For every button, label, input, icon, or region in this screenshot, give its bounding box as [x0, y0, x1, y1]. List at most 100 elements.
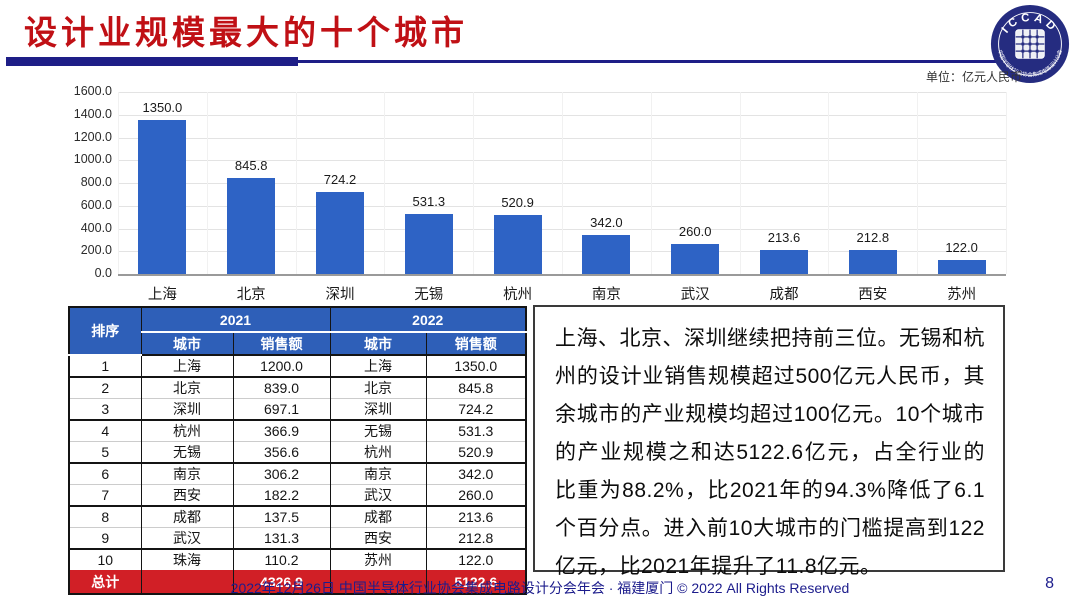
- chart-bar: [760, 249, 808, 274]
- bar-value-label: 724.2: [323, 171, 357, 187]
- table-row: 2 北京 839.0 北京 845.8: [68, 376, 527, 399]
- table-cell: 213.6: [425, 505, 527, 528]
- chart-bar: [671, 244, 720, 274]
- iccad-logo-icon: ICCAD 中国半导体行业协会集成电路设计分会: [990, 4, 1070, 84]
- table-total-row: 总计 4326.9 5122.6: [68, 570, 527, 594]
- city-sales-table: 排序 2021 2022 城市 销售额 城市 销售额 1 上海 1200.0 上海 13…: [68, 306, 527, 595]
- table-cell: 306.2: [232, 462, 331, 485]
- header-year-2022: 2022: [329, 307, 527, 333]
- bar-value-label: 1350.0: [142, 100, 183, 116]
- total-sales-2021: 4326.9: [232, 570, 331, 594]
- table-cell: 珠海: [140, 548, 234, 570]
- table-cell: 杭州: [140, 419, 234, 442]
- table-row: 9 武汉 131.3 西安 212.8: [68, 527, 527, 550]
- total-label: 总计: [68, 570, 142, 594]
- table-cell: 212.8: [425, 527, 527, 550]
- summary-note: 上海、北京、深圳继续把持前三位。无锡和杭州的设计业销售规模超过500亿元人民币，…: [533, 305, 1005, 578]
- table-cell: 无锡: [140, 441, 234, 464]
- table-cell: 182.2: [232, 484, 331, 507]
- chart-column-separator: [206, 92, 208, 274]
- y-axis-tick-label: 1600.0: [73, 84, 112, 98]
- table-cell: 3: [68, 398, 142, 421]
- header-city-2022: 城市: [329, 332, 427, 356]
- bar-value-label: 845.8: [234, 157, 268, 173]
- table-cell: 北京: [329, 376, 427, 399]
- x-axis-category-label: 南京: [591, 287, 621, 303]
- x-axis-category-label: 北京: [236, 287, 266, 303]
- y-axis-tick-label: 200.0: [80, 243, 112, 258]
- table-cell: 697.1: [232, 398, 331, 421]
- chart-bar: [848, 249, 897, 274]
- table-cell: 北京: [140, 376, 234, 399]
- chart-bar: [316, 191, 364, 274]
- chart-bar: [937, 260, 986, 274]
- y-axis-tick-label: 800.0: [80, 175, 112, 189]
- chart-column-separator: [739, 92, 741, 274]
- table-cell: 260.0: [425, 484, 527, 507]
- y-axis-tick-label: 600.0: [80, 197, 112, 212]
- page-title: 设计业规模最大的十个城市: [24, 14, 468, 51]
- logo-chip-grid: [1015, 29, 1045, 59]
- x-axis-category-label: 深圳: [325, 287, 355, 303]
- table-cell: 2: [68, 376, 142, 399]
- bar-value-label: 342.0: [590, 215, 623, 231]
- bar-value-label: 260.0: [678, 224, 712, 240]
- chart-column-separator: [562, 92, 563, 274]
- table-cell: 南京: [140, 462, 234, 485]
- table-cell: 366.9: [232, 419, 331, 442]
- table-cell: 356.6: [232, 441, 331, 464]
- table-cell: 1: [68, 354, 142, 378]
- y-axis-tick-label: 1000.0: [73, 152, 112, 167]
- bar-value-label: 520.9: [501, 194, 534, 210]
- header-city-2021: 城市: [140, 332, 234, 356]
- table-row: 10 珠海 110.2 苏州 122.0: [68, 548, 527, 570]
- table-row: 7 西安 182.2 武汉 260.0: [68, 484, 527, 507]
- table-row: 8 成都 137.5 成都 213.6: [68, 505, 527, 528]
- x-axis-category-label: 苏州: [947, 287, 977, 303]
- chart-bar: [404, 213, 453, 274]
- x-axis-category-label: 西安: [858, 287, 888, 303]
- x-axis-category-label: 上海: [147, 287, 177, 303]
- title-underline-thick: [6, 57, 298, 66]
- chart-bar: [227, 177, 276, 274]
- chart-gridline: [118, 274, 1006, 276]
- x-axis-category-label: 杭州: [503, 287, 533, 303]
- table-cell: 成都: [140, 505, 234, 528]
- title-underline-thin: [298, 60, 1000, 63]
- footer-text: 2022年12月26日 中国半导体行业协会集成电路设计分会年会 · 福建厦门 ©…: [230, 580, 850, 596]
- table-cell: 上海: [329, 354, 427, 378]
- table-cell: 110.2: [232, 548, 331, 570]
- table-row: 6 南京 306.2 南京 342.0: [68, 462, 527, 485]
- table-cell: 531.3: [425, 419, 527, 442]
- chart-column-separator: [295, 92, 297, 274]
- header-sales-2021: 销售额: [232, 332, 331, 356]
- page-number: 8: [1045, 575, 1054, 592]
- table-cell: 6: [68, 462, 142, 485]
- table-cell: 南京: [329, 462, 427, 485]
- table-cell: 839.0: [232, 376, 331, 399]
- table-cell: 9: [68, 527, 142, 550]
- table-cell: 4: [68, 419, 142, 442]
- chart-column-separator: [473, 92, 475, 274]
- chart-unit-label: 单位：亿元人民币: [925, 70, 1022, 84]
- total-empty-cell: [140, 570, 234, 594]
- header-year-2021: 2021: [140, 307, 331, 333]
- chart-column-separator: [828, 92, 830, 274]
- table-cell: 上海: [140, 354, 234, 378]
- table-cell: 7: [68, 484, 142, 507]
- table-cell: 无锡: [329, 419, 427, 442]
- total-empty-cell: [329, 570, 427, 594]
- y-axis-tick-label: 1200.0: [73, 129, 112, 144]
- table-cell: 西安: [329, 527, 427, 550]
- table-header-sub-row: 城市 销售额 城市 销售额: [69, 332, 527, 356]
- table-cell: 深圳: [329, 398, 427, 421]
- table-cell: 845.8: [425, 376, 527, 399]
- header-rank: 排序: [68, 307, 142, 356]
- table-row: 3 深圳 697.1 深圳 724.2: [68, 398, 527, 421]
- table-cell: 深圳: [140, 398, 234, 421]
- table-cell: 武汉: [329, 484, 427, 507]
- bar-value-label: 531.3: [412, 193, 446, 209]
- chart-bar: [582, 235, 631, 274]
- table-cell: 5: [68, 441, 142, 464]
